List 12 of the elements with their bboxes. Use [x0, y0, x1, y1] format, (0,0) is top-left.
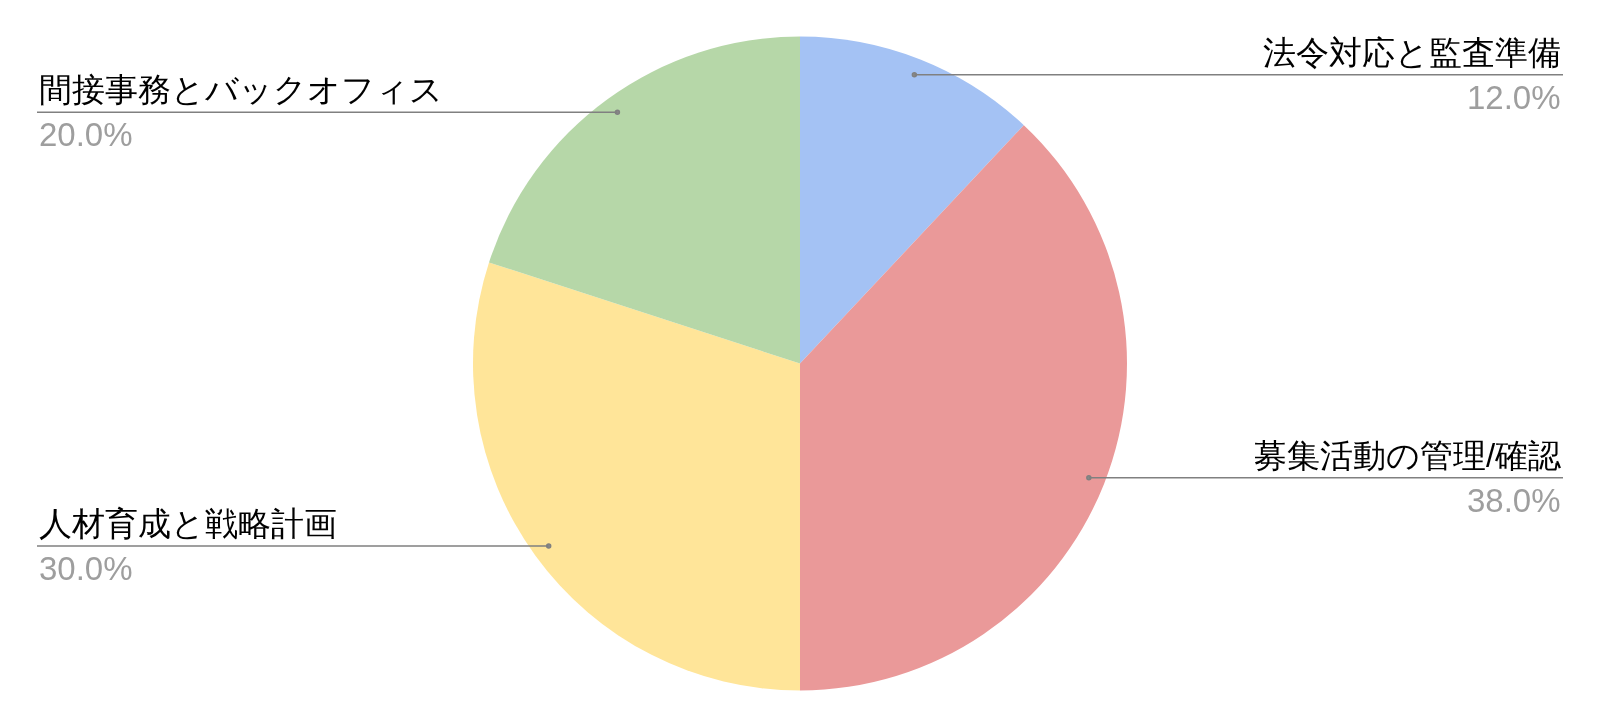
- pie-slice: [800, 36, 1024, 364]
- data-label: 20.0%: [39, 116, 133, 153]
- data-label: 12.0%: [1467, 79, 1561, 116]
- pie-slice: [800, 125, 1127, 691]
- slice-label: 間接事務とバックオフィス: [39, 71, 443, 108]
- slice-label: 法令対応と監査準備: [1263, 34, 1561, 71]
- data-label: 30.0%: [39, 550, 133, 587]
- pie-slice: [489, 36, 800, 364]
- pie-slice: [473, 262, 800, 691]
- data-label: 38.0%: [1467, 482, 1561, 519]
- slice-label: 人材育成と戦略計画: [39, 505, 337, 542]
- slice-label: 募集活動の管理/確認: [1254, 437, 1562, 474]
